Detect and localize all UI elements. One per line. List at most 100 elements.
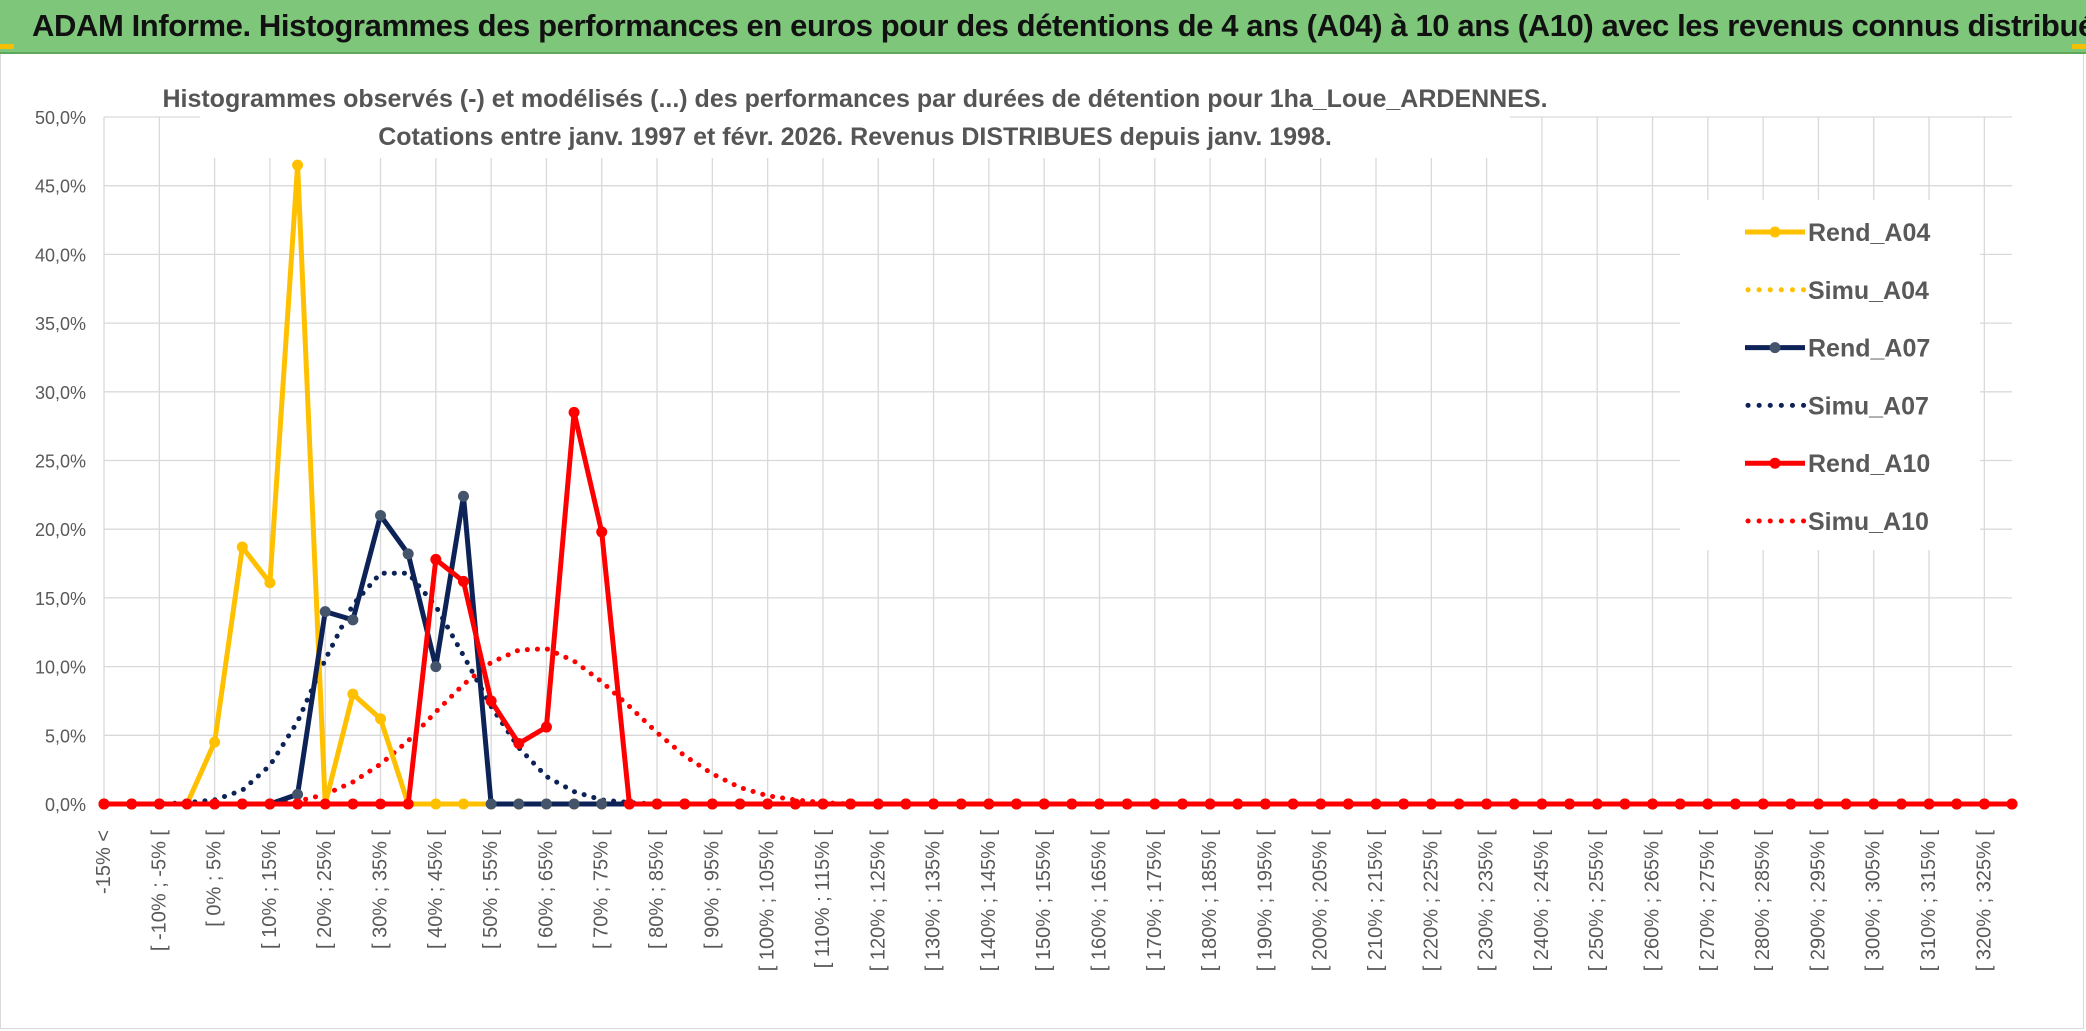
- x-tick-label: [ 60% ; 65% [: [535, 830, 557, 949]
- data-point-rend-a10: [126, 798, 138, 810]
- data-point-rend-a10: [1895, 798, 1907, 810]
- data-point-rend-a10: [1868, 798, 1880, 810]
- data-point-rend-a10: [402, 798, 414, 810]
- data-point-rend-a10: [789, 798, 801, 810]
- legend-label: Rend_A07: [1808, 335, 1930, 363]
- data-point-rend-a10: [1121, 798, 1133, 810]
- y-tick-label: 25,0%: [35, 452, 86, 472]
- axis-layer: 0,0% 5,0% 10,0% 15,0% 20,0% 25,0% 30,0% 35,0% 40…: [35, 108, 1995, 971]
- x-tick-label: [ 260% ; 265% [: [1642, 830, 1664, 972]
- page-title: ADAM Informe. Histogrammes des performan…: [32, 8, 2086, 43]
- data-point-rend-a10: [1840, 798, 1852, 810]
- data-point-rend-a10: [1812, 798, 1824, 810]
- data-point-rend-a10: [1508, 798, 1520, 810]
- data-point-rend-a07: [540, 798, 552, 810]
- x-tick-label: [ 160% ; 165% [: [1088, 830, 1110, 972]
- data-point-rend-a07: [485, 798, 497, 810]
- data-point-rend-a10: [900, 798, 912, 810]
- legend-label: Rend_A04: [1808, 219, 1930, 247]
- series-line-rend-a10: [104, 409, 2012, 807]
- data-point-rend-a10: [1176, 798, 1188, 810]
- x-tick-label: [ 180% ; 185% [: [1199, 830, 1221, 972]
- data-point-rend-a10: [955, 798, 967, 810]
- chart-frame: [0, 54, 2084, 1029]
- x-tick-label: [ 200% ; 205% [: [1310, 830, 1332, 972]
- y-tick-label: 30,0%: [35, 383, 86, 403]
- x-tick-label: [ 290% ; 295% [: [1807, 830, 1829, 972]
- data-point-rend-a10: [928, 798, 940, 810]
- data-point-rend-a10: [872, 798, 884, 810]
- data-point-rend-a04: [430, 798, 442, 810]
- data-point-rend-a10: [1259, 798, 1271, 810]
- x-tick-label: [ 310% ; 315% [: [1918, 830, 1940, 972]
- data-point-rend-a10: [762, 798, 774, 810]
- data-point-rend-a10: [1453, 798, 1465, 810]
- data-point-rend-a10: [485, 695, 497, 707]
- chart-title: Histogrammes observés (-) et modélisés (…: [162, 80, 1548, 158]
- data-point-rend-a10: [679, 798, 691, 810]
- x-tick-label: [ 0% ; 5% [: [204, 830, 226, 927]
- data-point-rend-a10: [1591, 798, 1603, 810]
- data-point-rend-a07: [568, 798, 580, 810]
- x-tick-label: [ 30% ; 35% [: [370, 830, 392, 949]
- data-point-rend-a10: [1729, 798, 1741, 810]
- y-tick-label: 15,0%: [35, 589, 86, 609]
- data-point-rend-a10: [1011, 798, 1023, 810]
- y-tick-label: 5,0%: [45, 726, 86, 746]
- data-point-rend-a10: [1674, 798, 1686, 810]
- data-point-rend-a10: [319, 798, 331, 810]
- x-tick-label: [ 80% ; 85% [: [646, 830, 668, 949]
- x-tick-label: [ -10% ; -5% [: [148, 830, 170, 952]
- data-point-rend-a07: [375, 509, 387, 521]
- data-point-rend-a10: [623, 798, 635, 810]
- x-tick-label: [ 280% ; 285% [: [1752, 830, 1774, 972]
- y-tick-label: 40,0%: [35, 245, 86, 265]
- x-tick-label: [ 300% ; 305% [: [1863, 830, 1885, 972]
- data-point-rend-a10: [1204, 798, 1216, 810]
- x-tick-label: [ 170% ; 175% [: [1144, 830, 1166, 972]
- data-point-rend-a10: [983, 798, 995, 810]
- data-point-rend-a10: [292, 798, 304, 810]
- y-tick-label: 35,0%: [35, 314, 86, 334]
- data-point-rend-a10: [153, 798, 165, 810]
- x-tick-label: [ 240% ; 245% [: [1531, 830, 1553, 972]
- data-point-rend-a10: [347, 798, 359, 810]
- x-tick-label: [ 40% ; 45% [: [425, 830, 447, 949]
- data-point-rend-a07: [347, 614, 359, 626]
- x-tick-label: [ 140% ; 145% [: [978, 830, 1000, 972]
- chart-title-line1: Histogrammes observés (-) et modélisés (…: [162, 85, 1547, 113]
- legend-box: [1680, 200, 1980, 550]
- data-point-rend-a10: [651, 798, 663, 810]
- y-tick-label: 20,0%: [35, 520, 86, 540]
- data-point-rend-a10: [1066, 798, 1078, 810]
- data-point-rend-a10: [1038, 798, 1050, 810]
- data-point-rend-a04: [347, 688, 359, 700]
- data-point-rend-a04: [264, 577, 276, 589]
- data-point-rend-a10: [2006, 798, 2018, 810]
- legend-marker: [1769, 457, 1781, 469]
- data-point-rend-a10: [375, 798, 387, 810]
- data-point-rend-a04: [292, 159, 304, 171]
- legend-marker: [1769, 342, 1781, 354]
- data-point-rend-a10: [1923, 798, 1935, 810]
- data-point-rend-a07: [430, 661, 442, 673]
- data-point-rend-a10: [540, 721, 552, 733]
- data-point-rend-a10: [706, 798, 718, 810]
- x-tick-label: [ 320% ; 325% [: [1973, 830, 1995, 972]
- data-point-rend-a10: [734, 798, 746, 810]
- legend-label: Rend_A10: [1808, 450, 1930, 478]
- data-point-rend-a04: [236, 541, 248, 553]
- legend-label: Simu_A07: [1808, 392, 1929, 420]
- corner-accent-right: [2072, 44, 2086, 49]
- data-point-rend-a10: [1342, 798, 1354, 810]
- data-point-rend-a10: [1315, 798, 1327, 810]
- x-tick-label: [ 10% ; 15% [: [259, 830, 281, 949]
- y-tick-label: 0,0%: [45, 795, 86, 815]
- legend-label: Simu_A10: [1808, 508, 1929, 536]
- data-point-rend-a07: [402, 548, 414, 560]
- x-tick-label: [ 70% ; 75% [: [591, 830, 613, 949]
- x-tick-label: [ 270% ; 275% [: [1697, 830, 1719, 972]
- data-point-rend-a04: [457, 798, 469, 810]
- data-point-rend-a10: [98, 798, 110, 810]
- data-point-rend-a10: [457, 575, 469, 587]
